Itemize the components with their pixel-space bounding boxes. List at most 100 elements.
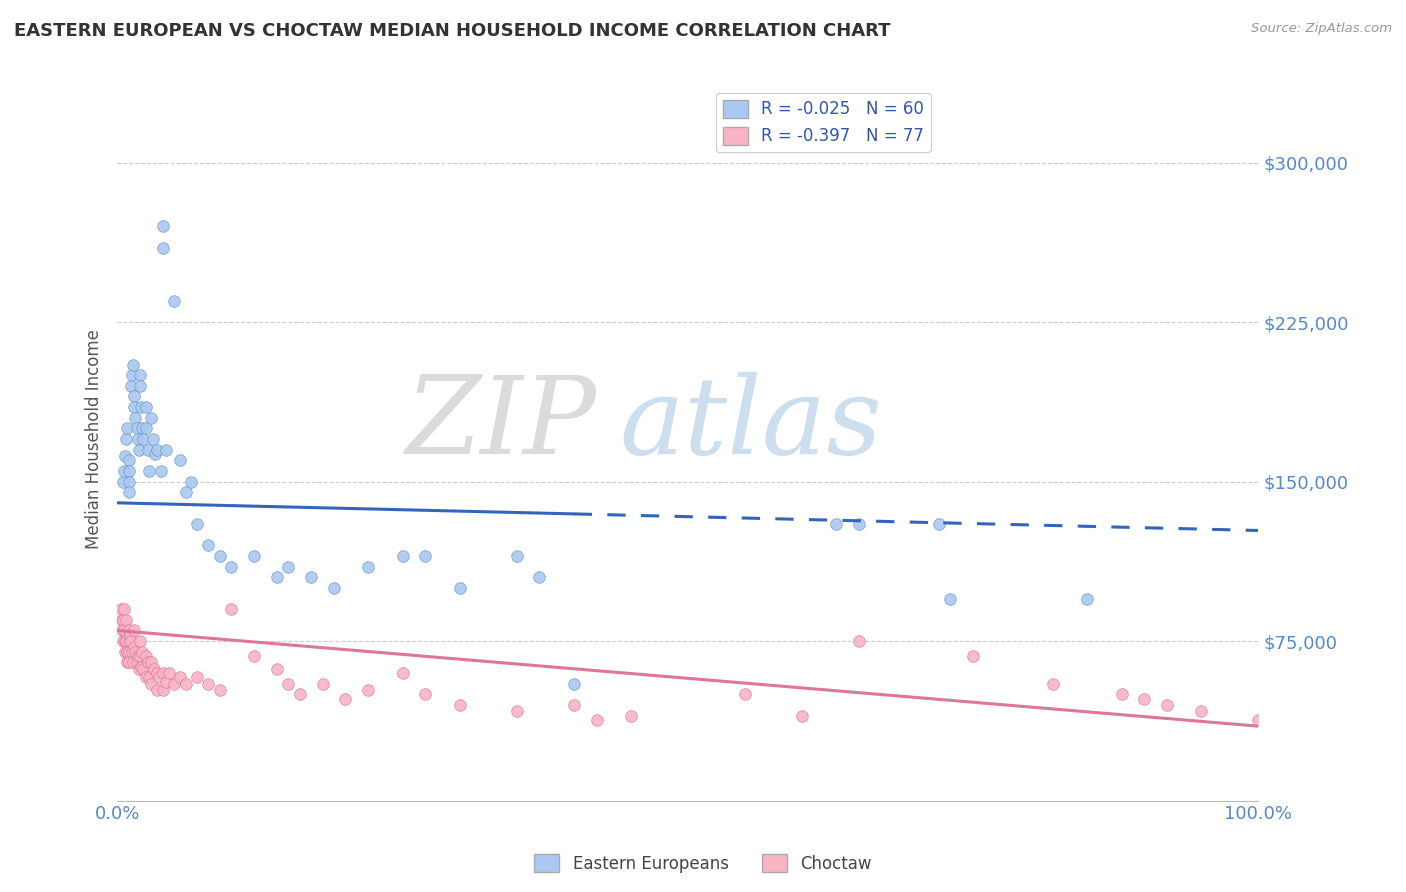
Point (155, 674, 177, 689)
Point (135, 421, 157, 435)
Point (357, 559, 380, 574)
Point (186, 670, 208, 684)
Point (146, 683, 169, 698)
Y-axis label: Median Household Income: Median Household Income (86, 329, 103, 549)
Point (505, 549, 527, 563)
Point (197, 538, 219, 552)
Legend: Eastern Europeans, Choctaw: Eastern Europeans, Choctaw (527, 847, 879, 880)
Point (111, 613, 134, 627)
Point (357, 683, 380, 698)
Point (117, 645, 139, 659)
Point (135, 400, 157, 414)
Point (114, 645, 136, 659)
Point (299, 570, 322, 584)
Point (117, 421, 139, 435)
Point (117, 624, 139, 638)
Point (157, 665, 180, 680)
Point (114, 634, 136, 648)
Point (243, 648, 266, 663)
Point (129, 634, 152, 648)
Point (221, 602, 243, 616)
Point (529, 570, 551, 584)
Point (277, 559, 299, 574)
Point (169, 453, 191, 467)
Point (127, 648, 149, 663)
Point (155, 442, 177, 457)
Point (141, 410, 163, 425)
Point (163, 676, 186, 690)
Point (131, 645, 153, 659)
Point (117, 656, 139, 670)
Point (848, 517, 870, 532)
Point (125, 656, 148, 670)
Point (114, 449, 136, 463)
Point (620, 708, 643, 723)
Point (129, 648, 152, 663)
Text: Source: ZipAtlas.com: Source: ZipAtlas.com (1251, 22, 1392, 36)
Point (124, 645, 146, 659)
Point (112, 602, 135, 616)
Point (825, 517, 848, 532)
Point (928, 517, 950, 532)
Point (124, 389, 146, 403)
Point (180, 475, 202, 489)
Point (138, 464, 160, 478)
Point (1156, 698, 1178, 712)
Point (122, 358, 145, 372)
Point (505, 704, 527, 718)
Point (221, 559, 243, 574)
Point (136, 442, 159, 457)
Point (148, 670, 170, 684)
Point (110, 602, 132, 616)
Point (449, 698, 471, 712)
Point (277, 676, 299, 690)
Point (848, 634, 870, 648)
Point (117, 464, 139, 478)
Point (415, 549, 437, 563)
Point (1111, 687, 1133, 701)
Point (197, 676, 219, 690)
Point (125, 421, 148, 435)
Point (141, 676, 163, 690)
Point (135, 648, 157, 663)
Point (112, 624, 135, 638)
Point (146, 665, 169, 680)
Point (124, 400, 146, 414)
Point (128, 442, 150, 457)
Point (124, 624, 146, 638)
Point (1076, 591, 1098, 606)
Point (174, 676, 197, 690)
Point (112, 464, 135, 478)
Point (1042, 676, 1064, 690)
Point (129, 659, 152, 673)
Point (117, 485, 139, 500)
Point (120, 379, 142, 393)
Point (141, 656, 163, 670)
Point (111, 634, 134, 648)
Point (562, 676, 585, 690)
Point (111, 613, 134, 627)
Point (415, 687, 437, 701)
Point (111, 475, 134, 489)
Point (311, 676, 333, 690)
Point (142, 432, 165, 446)
Point (149, 464, 172, 478)
Point (132, 662, 155, 676)
Point (124, 410, 146, 425)
Point (135, 670, 157, 684)
Point (117, 475, 139, 489)
Point (142, 662, 165, 676)
Point (323, 581, 346, 595)
Point (124, 640, 146, 655)
Text: ZIP: ZIP (406, 372, 596, 477)
Point (962, 648, 984, 663)
Point (562, 698, 585, 712)
Point (243, 549, 266, 563)
Point (132, 432, 155, 446)
Point (143, 447, 166, 461)
Point (585, 713, 607, 727)
Point (138, 670, 160, 684)
Point (335, 691, 357, 706)
Point (266, 570, 288, 584)
Point (129, 379, 152, 393)
